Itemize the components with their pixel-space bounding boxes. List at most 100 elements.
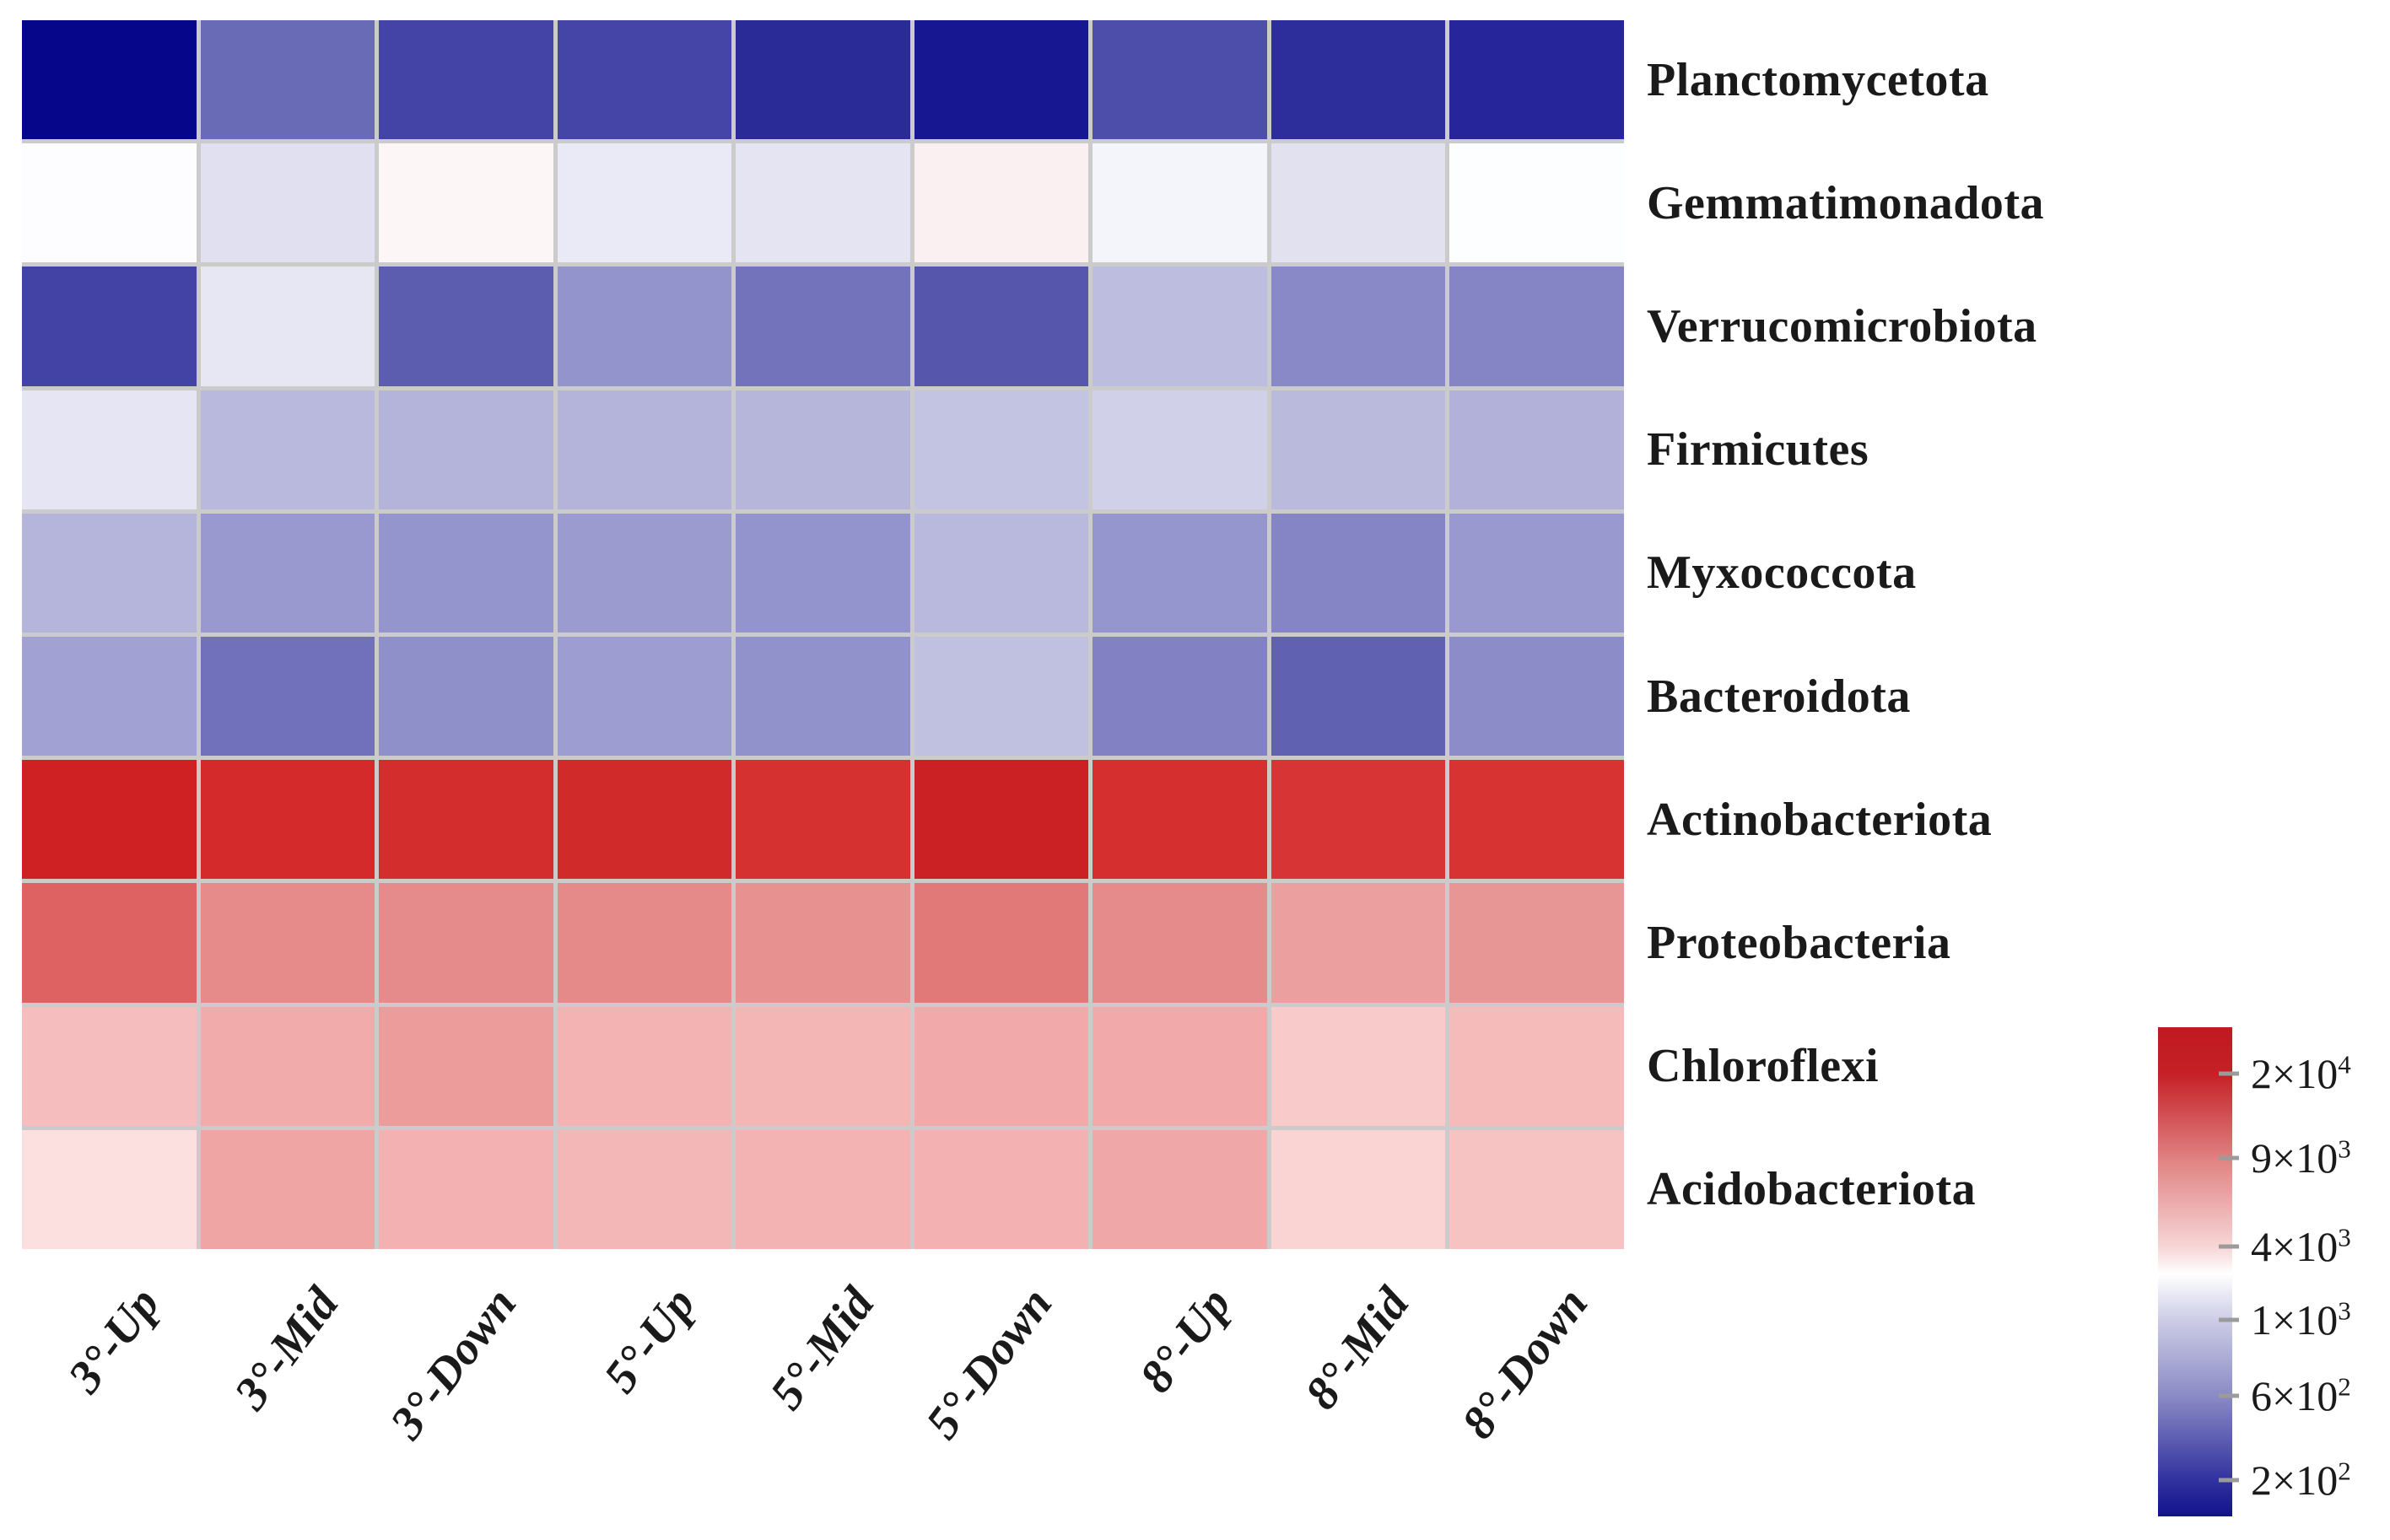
column-label: 5°-Mid [759,1278,884,1419]
heatmap-cell [736,1129,910,1249]
heatmap-cell [379,143,553,263]
heatmap-cell [1449,390,1624,509]
colorbar-tick-label: 2×104 [2251,1049,2351,1098]
column-label: 5°-Up [593,1278,706,1403]
heatmap-cell [1271,883,1446,1003]
heatmap-cell [736,636,910,757]
heatmap-cell [736,20,910,140]
heatmap-cell [557,760,732,880]
heatmap-cell [557,267,732,386]
heatmap-cell [1449,760,1624,880]
heatmap-cell [736,143,910,263]
heatmap-cell [1449,20,1624,140]
row-label: Verrucomicrobiota [1647,300,2037,353]
row-label: Planctomycetota [1647,53,1989,106]
heatmap-cell [914,883,1089,1003]
heatmap-cell [200,513,375,633]
heatmap-cell [914,390,1089,509]
heatmap-cell [736,390,910,509]
row-label: Chloroflexi [1647,1040,1880,1093]
heatmap-cell [200,20,375,140]
heatmap-cell [22,143,197,263]
heatmap-cell [1092,513,1267,633]
heatmap-cell [200,883,375,1003]
heatmap-cell [736,1006,910,1126]
heatmap-cell [914,20,1089,140]
heatmap-cell [914,513,1089,633]
heatmap-cell [1449,1129,1624,1249]
heatmap-cell [557,636,732,757]
heatmap-cell [1449,143,1624,263]
heatmap-cell [1092,20,1267,140]
heatmap-cell [1271,267,1446,386]
row-label: Acidobacteriota [1647,1163,1977,1216]
heatmap-cell [1092,1129,1267,1249]
column-label: 8°-Up [1129,1278,1241,1403]
column-label: 5°-Down [915,1278,1063,1449]
colorbar-tick [2219,1317,2239,1322]
heatmap-cell [914,760,1089,880]
row-label: Actinobacteriota [1647,793,1993,846]
heatmap-cell [1449,883,1624,1003]
heatmap-cell [1271,143,1446,263]
column-label: 3°-Up [58,1278,170,1403]
heatmap-cell [914,1129,1089,1249]
heatmap-cell [200,760,375,880]
heatmap-cell [736,760,910,880]
heatmap-cell [22,513,197,633]
colorbar-tick-label: 6×102 [2251,1371,2351,1419]
heatmap-cell [557,1006,732,1126]
heatmap-cell [557,1129,732,1249]
colorbar-gradient [2158,1027,2232,1516]
heatmap-cell [379,267,553,386]
heatmap-cell [200,636,375,757]
heatmap-cell [22,636,197,757]
heatmap-cell [1092,390,1267,509]
heatmap-cell [200,1006,375,1126]
heatmap-cell [1092,1006,1267,1126]
heatmap-grid [22,20,1624,1249]
heatmap-cell [1271,513,1446,633]
heatmap-cell [1271,1006,1446,1126]
heatmap-cell [200,143,375,263]
heatmap-cell [1092,267,1267,386]
heatmap-cell [22,267,197,386]
colorbar-tick-label: 1×103 [2251,1295,2351,1343]
heatmap-cell [1092,760,1267,880]
heatmap-cell [1092,636,1267,757]
heatmap-cell [379,20,553,140]
heatmap-cell [200,390,375,509]
column-label: 3°-Mid [224,1278,349,1419]
heatmap-cell [379,883,553,1003]
colorbar-tick [2219,1155,2239,1160]
heatmap-cell [1271,636,1446,757]
colorbar-tick [2219,1244,2239,1249]
row-label: Proteobacteria [1647,917,1951,969]
column-label: 8°-Down [1451,1278,1599,1449]
heatmap-cell [1271,760,1446,880]
row-label: Gemmatimonadota [1647,176,2045,229]
heatmap-cell [1271,390,1446,509]
row-label: Bacteroidota [1647,670,1911,723]
heatmap-cell [379,1129,553,1249]
heatmap-cell [1449,1006,1624,1126]
heatmap-cell [22,1129,197,1249]
heatmap-cell [1271,1129,1446,1249]
heatmap-cell [1271,20,1446,140]
heatmap-cell [1449,513,1624,633]
heatmap-cell [1449,636,1624,757]
heatmap-cell [914,143,1089,263]
heatmap-cell [557,20,732,140]
heatmap-cell [557,513,732,633]
row-label: Myxococcota [1647,547,1917,600]
heatmap-cell [1092,883,1267,1003]
heatmap-cell [736,513,910,633]
heatmap-cell [914,1006,1089,1126]
heatmap-cell [22,883,197,1003]
row-label: Firmicutes [1647,423,1869,477]
heatmap-cell [557,143,732,263]
heatmap-cell [914,636,1089,757]
heatmap-cell [736,267,910,386]
colorbar-tick [2219,1071,2239,1076]
